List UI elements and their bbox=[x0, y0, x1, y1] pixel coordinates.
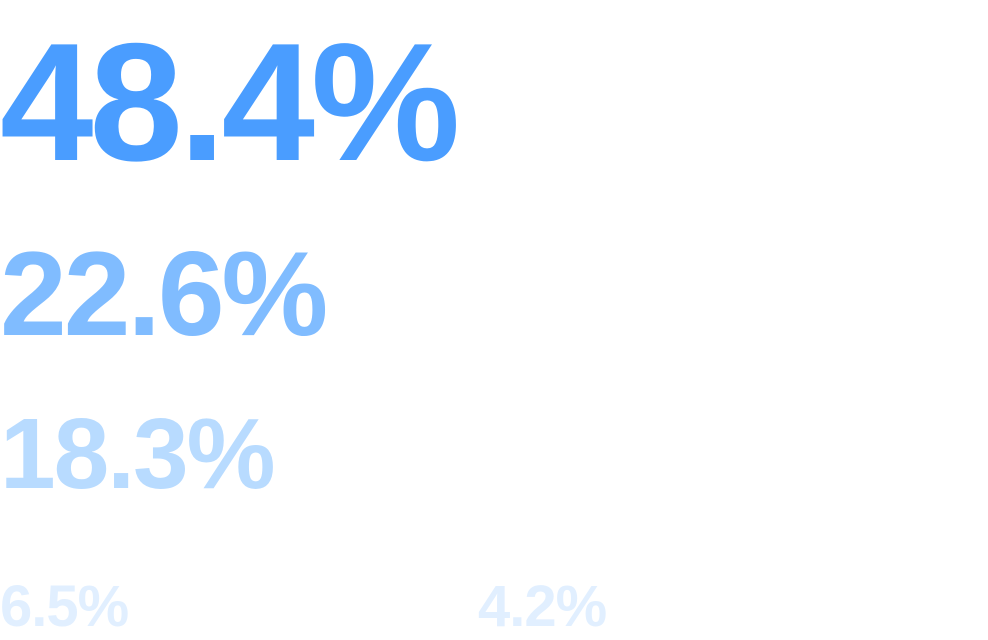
percentage-value-3: 18.3% bbox=[0, 398, 276, 510]
percentage-value-4: 6.5% bbox=[0, 574, 129, 639]
percentage-value-1: 48.4% bbox=[0, 8, 460, 196]
percentage-value-2: 22.6% bbox=[0, 227, 328, 361]
percentage-value-5: 4.2% bbox=[478, 574, 607, 639]
